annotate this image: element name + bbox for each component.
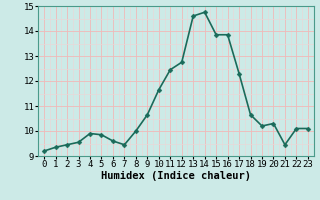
X-axis label: Humidex (Indice chaleur): Humidex (Indice chaleur) <box>101 171 251 181</box>
